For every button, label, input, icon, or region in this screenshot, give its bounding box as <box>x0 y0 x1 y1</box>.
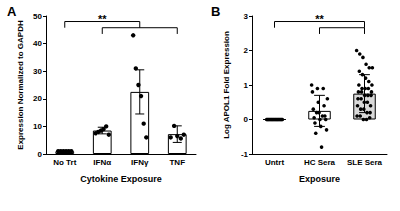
svg-text:B: B <box>211 4 220 19</box>
svg-text:IFNγ: IFNγ <box>131 158 149 167</box>
svg-text:30: 30 <box>33 67 42 76</box>
svg-text:Expression Normalized to GAPDH: Expression Normalized to GAPDH <box>16 20 25 150</box>
svg-text:SLE Sera: SLE Sera <box>347 158 383 167</box>
svg-text:40: 40 <box>33 39 42 48</box>
svg-text:0: 0 <box>244 115 249 124</box>
svg-text:A: A <box>7 4 17 19</box>
svg-text:Cytokine Exposure: Cytokine Exposure <box>80 174 162 184</box>
svg-text:1: 1 <box>244 81 249 90</box>
svg-text:-1: -1 <box>241 150 249 159</box>
svg-text:**: ** <box>315 13 324 25</box>
svg-text:Untrt: Untrt <box>265 158 284 167</box>
svg-text:3: 3 <box>244 12 249 21</box>
svg-text:HC Sera: HC Sera <box>304 158 336 167</box>
svg-text:TNF: TNF <box>169 158 185 167</box>
svg-text:No Trt: No Trt <box>53 158 76 167</box>
svg-text:IFNα: IFNα <box>93 158 111 167</box>
svg-text:2: 2 <box>244 46 249 55</box>
svg-text:0: 0 <box>38 150 43 159</box>
svg-text:20: 20 <box>33 94 42 103</box>
svg-text:10: 10 <box>33 122 42 131</box>
svg-text:50: 50 <box>33 12 42 21</box>
svg-text:Exposure: Exposure <box>299 174 340 184</box>
svg-text:Log APOL1 Fold Expression: Log APOL1 Fold Expression <box>222 31 231 139</box>
svg-text:**: ** <box>98 13 107 25</box>
